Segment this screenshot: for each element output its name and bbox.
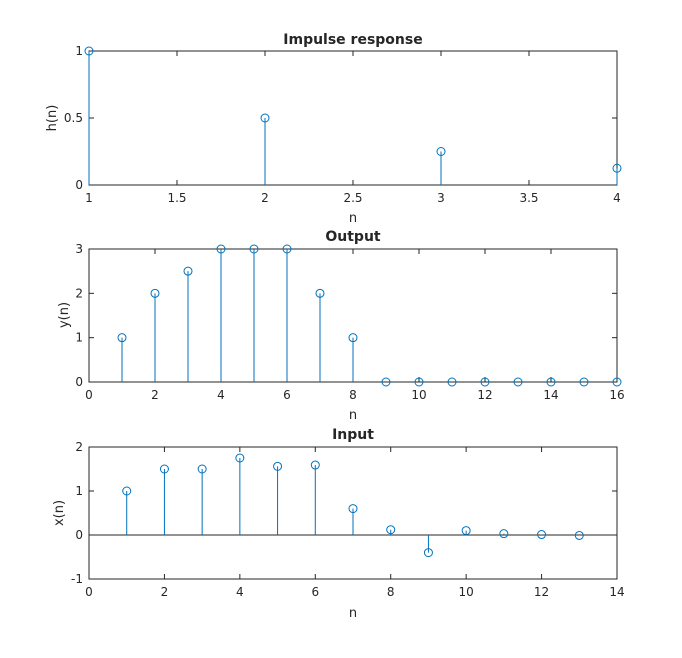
y-axis-label: h(n) bbox=[45, 105, 60, 132]
x-tick-label: 0 bbox=[85, 388, 93, 402]
stem-marker bbox=[499, 529, 509, 539]
x-tick-label: 2 bbox=[151, 388, 159, 402]
stem-marker bbox=[260, 113, 270, 123]
x-tick-label: 6 bbox=[311, 585, 319, 599]
x-tick-label: 0 bbox=[85, 585, 93, 599]
x-tick-label: 2 bbox=[161, 585, 169, 599]
y-tick-label: 1 bbox=[75, 44, 83, 58]
stem-marker bbox=[117, 333, 127, 343]
stem-marker bbox=[612, 163, 622, 173]
stem-marker bbox=[513, 377, 523, 387]
stem-marker bbox=[315, 288, 325, 298]
y-tick-label: 0 bbox=[75, 375, 83, 389]
stem-marker bbox=[447, 377, 457, 387]
x-tick-label: 8 bbox=[387, 585, 395, 599]
x-tick-label: 2 bbox=[261, 191, 269, 205]
x-tick-label: 4 bbox=[236, 585, 244, 599]
y-tick-label: 0 bbox=[75, 528, 83, 542]
x-tick-label: 12 bbox=[477, 388, 492, 402]
subplot-title: Impulse response bbox=[283, 32, 422, 48]
y-tick-label: 2 bbox=[75, 440, 83, 454]
stem-marker bbox=[122, 486, 132, 496]
subplot-impulse-response: Impulse response h(n) n 1 1.5 2 2.5 3 3.5 4 0 0.… bbox=[45, 32, 622, 226]
stem-marker bbox=[249, 244, 259, 254]
x-tick-label: 6 bbox=[283, 388, 291, 402]
stem-marker bbox=[348, 504, 358, 514]
x-tick-label: 10 bbox=[411, 388, 426, 402]
stem-marker bbox=[546, 377, 556, 387]
stem-marker bbox=[579, 377, 589, 387]
plot-area: 1 1.5 2 2.5 3 3.5 4 0 0.5 1 bbox=[64, 44, 622, 205]
stem-marker bbox=[273, 461, 283, 471]
y-tick-label: 2 bbox=[75, 286, 83, 300]
axes-box bbox=[88, 50, 618, 186]
x-axis-label: n bbox=[349, 211, 357, 226]
x-tick-label: 1 bbox=[85, 191, 93, 205]
x-tick-label: 4 bbox=[217, 388, 225, 402]
x-axis-label: n bbox=[349, 408, 357, 423]
stem-marker bbox=[414, 377, 424, 387]
stem-marker bbox=[574, 530, 584, 540]
stem-marker bbox=[386, 525, 396, 535]
stem-marker bbox=[537, 530, 547, 540]
stem-marker bbox=[348, 333, 358, 343]
stem-marker bbox=[159, 464, 169, 474]
stem-marker bbox=[436, 147, 446, 156]
x-tick-label: 10 bbox=[459, 585, 474, 599]
x-tick-label: 3 bbox=[437, 191, 445, 205]
y-tick-label: 1 bbox=[75, 484, 83, 498]
y-tick-label: 3 bbox=[75, 242, 83, 256]
stem-marker bbox=[310, 460, 320, 470]
y-tick-label: 1 bbox=[75, 331, 83, 345]
y-tick-label: -1 bbox=[71, 572, 83, 586]
stem-marker bbox=[84, 46, 94, 56]
y-axis-label: y(n) bbox=[57, 302, 72, 328]
stem-marker bbox=[197, 464, 207, 474]
x-tick-label: 12 bbox=[534, 585, 549, 599]
x-tick-label: 1.5 bbox=[167, 191, 186, 205]
x-tick-label: 16 bbox=[609, 388, 624, 402]
stem-marker bbox=[423, 548, 433, 558]
stem-marker bbox=[480, 377, 490, 387]
x-tick-label: 4 bbox=[613, 191, 621, 205]
subplot-title: Input bbox=[332, 427, 374, 443]
x-tick-label: 8 bbox=[349, 388, 357, 402]
y-axis-label: x(n) bbox=[52, 500, 67, 526]
x-tick-label: 14 bbox=[609, 585, 624, 599]
stem-marker bbox=[216, 244, 226, 254]
stem-marker bbox=[235, 453, 245, 463]
y-tick-label: 0 bbox=[75, 178, 83, 192]
x-tick-label: 3.5 bbox=[519, 191, 538, 205]
y-tick-label: 0.5 bbox=[64, 111, 83, 125]
x-axis-label: n bbox=[349, 606, 357, 621]
x-tick-label: 2.5 bbox=[343, 191, 362, 205]
stem-marker bbox=[150, 288, 160, 298]
subplot-title: Output bbox=[325, 229, 381, 245]
stem-marker bbox=[612, 377, 622, 387]
stem-marker bbox=[381, 377, 391, 387]
stem-marker bbox=[461, 526, 471, 536]
x-tick-label: 14 bbox=[543, 388, 558, 402]
stem-marker bbox=[183, 266, 193, 276]
stem-marker bbox=[282, 244, 292, 254]
